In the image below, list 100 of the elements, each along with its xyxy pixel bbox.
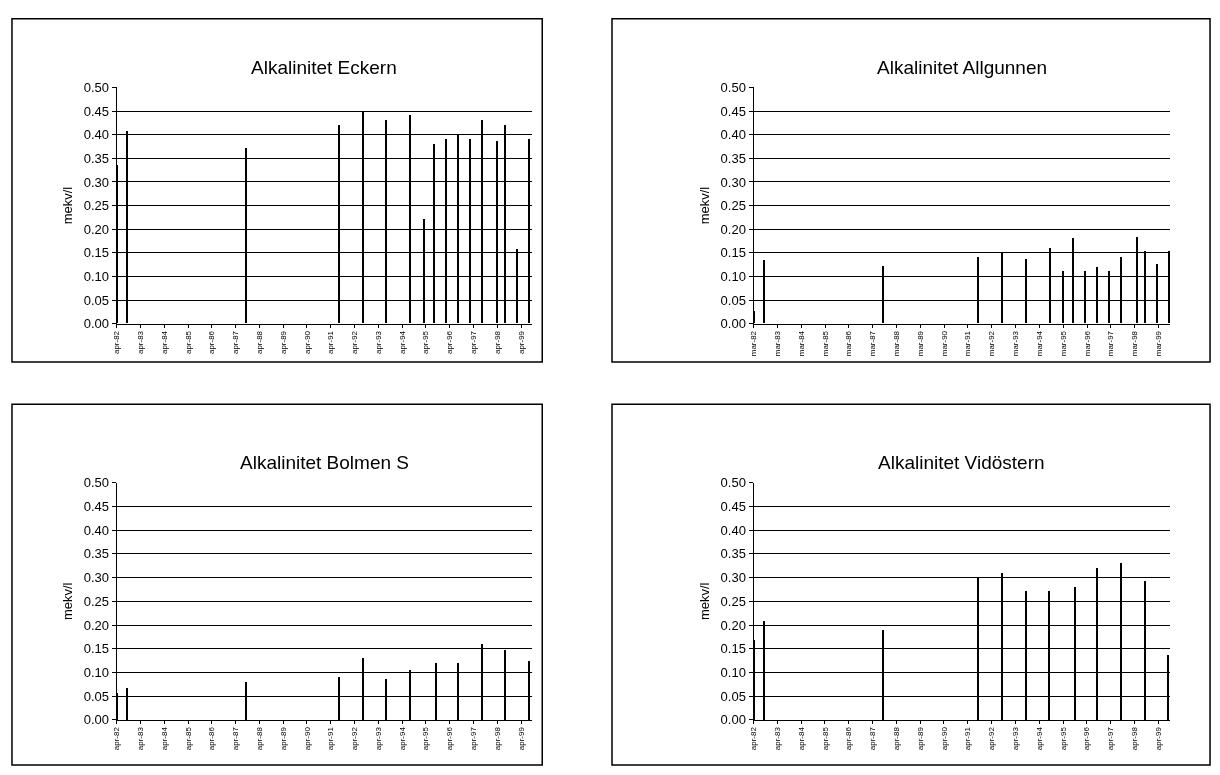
x-tick-label: apr-90	[939, 726, 949, 751]
y-tick-label: 0.05	[83, 688, 110, 704]
y-tick-label: 0.35	[720, 150, 746, 166]
x-tick-label: apr-98	[492, 330, 502, 355]
x-tick-label: apr-85	[183, 726, 193, 751]
y-tick-label: 0.10	[720, 665, 746, 681]
x-tick-label: mar-82	[749, 330, 759, 357]
x-tick-label: mar-84	[796, 330, 806, 357]
x-tick-label: apr-90	[302, 330, 312, 355]
y-tick-label: 0.35	[83, 150, 110, 166]
y-tick-label: 0.15	[720, 641, 746, 657]
y-tick-label: 0.00	[83, 712, 110, 728]
x-tick-label: apr-91	[326, 726, 336, 751]
x-tick-label: apr-89	[278, 726, 288, 751]
y-tick-label: 0.35	[83, 546, 110, 562]
y-axis-title: mekv/l	[696, 582, 712, 621]
x-tick-label: apr-92	[987, 726, 997, 751]
y-tick-label: 0.25	[720, 593, 746, 609]
x-tick-label: apr-93	[1011, 726, 1021, 751]
chart-title: Alkalinitet Bolmen S	[240, 452, 409, 473]
x-tick-label: apr-84	[159, 726, 169, 751]
chart-title: Alkalinitet Vidöstern	[878, 452, 1045, 473]
x-tick-label: apr-82	[112, 330, 122, 355]
y-tick-label: 0.20	[720, 617, 746, 633]
x-tick-label: apr-92	[350, 726, 360, 751]
y-tick-label: 0.30	[720, 570, 746, 586]
x-tick-label: apr-94	[397, 726, 407, 751]
y-tick-label: 0.30	[720, 174, 746, 190]
x-tick-label: apr-91	[326, 330, 336, 355]
x-tick-label: apr-82	[749, 726, 759, 751]
y-tick-label: 0.20	[720, 221, 746, 237]
x-tick-label: apr-98	[492, 726, 502, 751]
y-tick-label: 0.45	[720, 498, 746, 514]
y-tick-label: 0.15	[83, 245, 110, 261]
y-tick-label: 0.25	[720, 198, 746, 214]
x-tick-label: apr-95	[1058, 726, 1068, 751]
x-tick-label: mar-98	[1130, 330, 1140, 357]
y-tick-label: 0.50	[720, 475, 746, 491]
y-tick-label: 0.30	[83, 570, 110, 586]
x-tick-label: mar-92	[987, 330, 997, 357]
x-tick-label: apr-88	[255, 330, 265, 355]
x-tick-label: apr-86	[844, 726, 854, 751]
x-tick-label: apr-99	[1153, 726, 1163, 751]
y-tick-label: 0.10	[720, 269, 746, 285]
y-tick-label: 0.40	[83, 127, 110, 143]
x-tick-label: apr-87	[231, 330, 241, 355]
x-tick-label: apr-92	[350, 330, 360, 355]
x-tick-label: apr-84	[796, 726, 806, 751]
y-tick-label: 0.00	[720, 316, 746, 332]
x-tick-label: mar-95	[1058, 330, 1068, 357]
chart-title: Alkalinitet Allgunnen	[877, 57, 1048, 78]
x-tick-label: apr-86	[207, 726, 217, 751]
x-tick-label: apr-83	[136, 330, 145, 355]
y-tick-label: 0.05	[720, 688, 746, 704]
x-tick-label: apr-95	[421, 726, 431, 751]
x-tick-label: apr-89	[278, 330, 288, 355]
x-tick-label: mar-96	[1082, 330, 1092, 357]
x-tick-label: apr-88	[255, 726, 265, 751]
y-tick-label: 0.15	[720, 245, 746, 261]
x-tick-label: apr-94	[1034, 726, 1044, 751]
x-tick-label: apr-97	[469, 330, 479, 355]
y-tick-label: 0.25	[83, 198, 110, 214]
y-axis-title: mekv/l	[696, 186, 712, 225]
x-tick-label: apr-96	[1082, 726, 1092, 751]
y-tick-label: 0.00	[83, 316, 110, 332]
x-tick-label: apr-91	[963, 726, 973, 751]
x-tick-label: apr-87	[868, 726, 878, 751]
y-tick-label: 0.15	[83, 641, 110, 657]
x-tick-label: apr-93	[373, 330, 383, 355]
y-tick-label: 0.00	[720, 712, 746, 728]
x-tick-label: apr-90	[302, 726, 312, 751]
x-tick-label: apr-87	[231, 726, 241, 751]
y-tick-label: 0.20	[83, 617, 110, 633]
y-tick-label: 0.10	[83, 665, 110, 681]
y-axis-title: mekv/l	[59, 186, 75, 225]
x-tick-label: apr-97	[469, 726, 479, 751]
y-tick-label: 0.45	[83, 103, 110, 119]
x-tick-label: mar-89	[915, 330, 925, 357]
x-tick-label: mar-94	[1034, 330, 1044, 357]
x-tick-label: mar-91	[963, 330, 973, 357]
x-tick-label: mar-87	[868, 330, 878, 357]
x-tick-label: apr-86	[207, 330, 217, 355]
x-tick-label: apr-94	[397, 330, 407, 355]
x-tick-label: mar-93	[1011, 330, 1021, 357]
x-tick-label: apr-93	[373, 726, 383, 751]
y-tick-label: 0.40	[720, 522, 746, 538]
x-tick-label: apr-83	[772, 726, 782, 751]
x-tick-label: apr-88	[892, 726, 901, 751]
x-tick-label: apr-89	[915, 726, 925, 751]
x-tick-label: mar-86	[844, 330, 854, 357]
y-tick-label: 0.30	[83, 174, 110, 190]
y-tick-label: 0.50	[83, 79, 110, 95]
x-tick-label: apr-97	[1106, 726, 1116, 751]
y-tick-label: 0.45	[720, 103, 746, 119]
x-tick-label: mar-90	[939, 330, 949, 357]
y-tick-label: 0.45	[83, 498, 110, 514]
x-tick-label: apr-98	[1130, 726, 1140, 751]
x-tick-label: mar-83	[772, 330, 782, 357]
x-tick-label: apr-95	[421, 330, 431, 355]
y-tick-label: 0.50	[720, 79, 746, 95]
